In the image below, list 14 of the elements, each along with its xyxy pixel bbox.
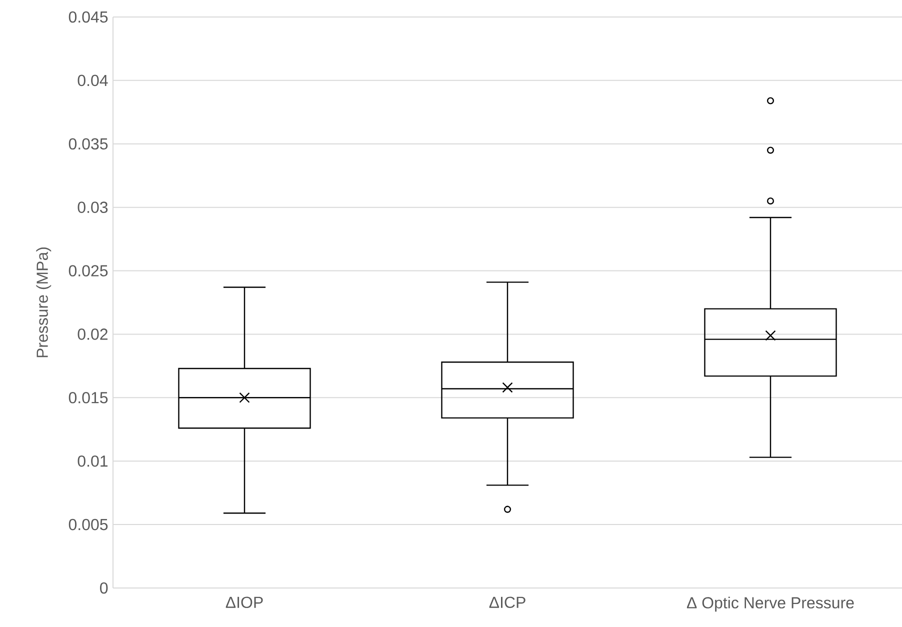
x-tick-label: ΔICP <box>489 596 526 608</box>
x-tick-label: Δ Optic Nerve Pressure <box>686 596 854 612</box>
y-tick-label: 0.015 <box>68 392 108 404</box>
y-tick-label: 0.02 <box>78 328 108 340</box>
y-tick-label: 0.005 <box>68 518 108 530</box>
y-tick-label: 0.04 <box>78 74 108 86</box>
y-tick-label: 0.035 <box>68 138 108 150</box>
y-axis-title: Pressure (MPa) <box>36 248 52 358</box>
y-tick-label: 0.025 <box>68 265 108 276</box>
y-tick-label: 0.01 <box>78 455 108 467</box>
y-tick-label: 0.03 <box>78 202 108 213</box>
y-tick-label: 0 <box>100 582 108 594</box>
y-tick-label: 0.045 <box>68 11 108 23</box>
x-tick-label: ΔIOP <box>226 596 263 608</box>
